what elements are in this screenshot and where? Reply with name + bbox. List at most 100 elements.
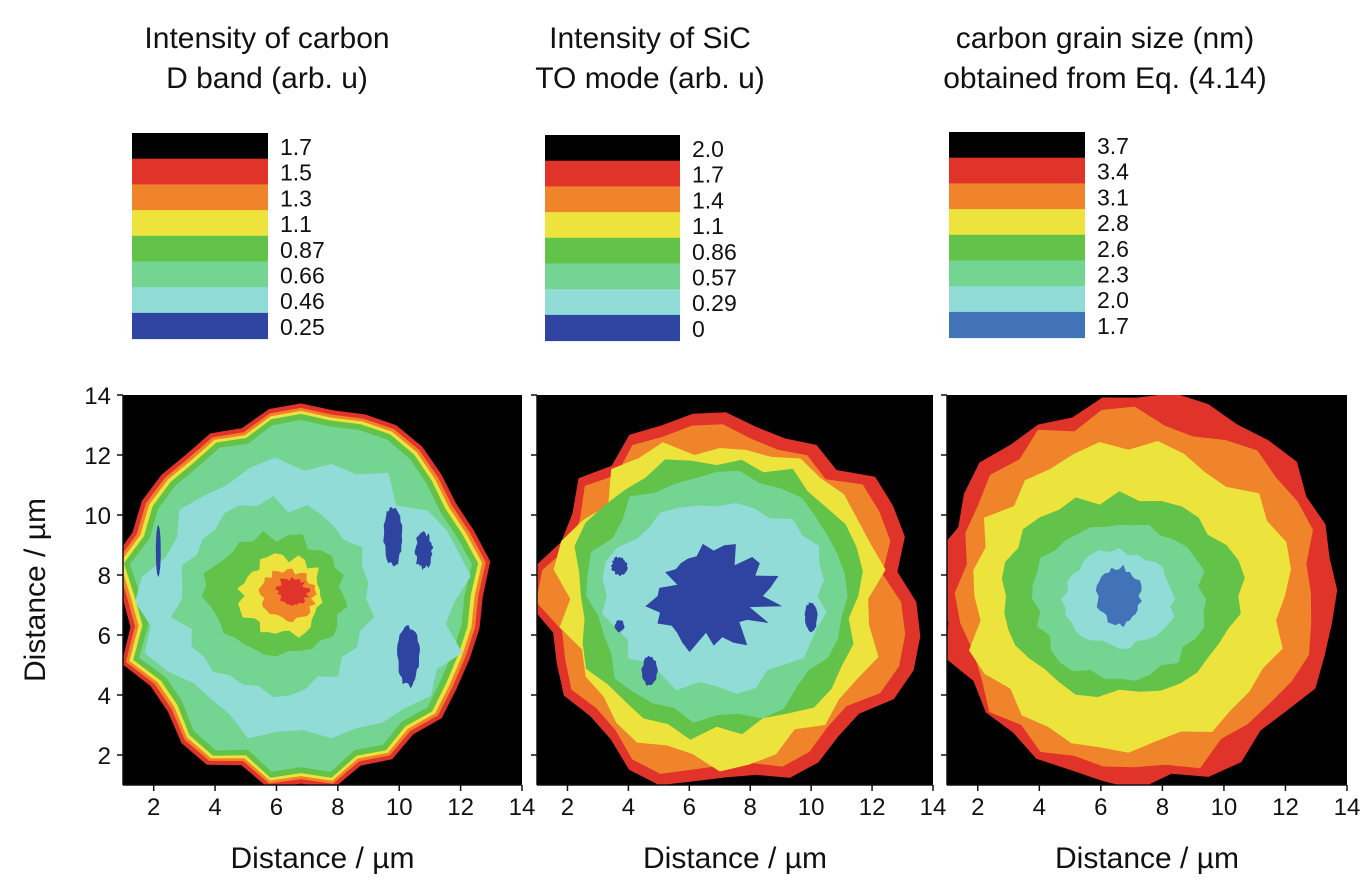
x-tick-label: 2 bbox=[971, 794, 984, 821]
colorbar-label: 1.7 bbox=[280, 134, 312, 160]
colorbar-label: 2.0 bbox=[1097, 287, 1129, 313]
plot-area bbox=[123, 395, 522, 785]
contour-level-1.7 bbox=[1095, 564, 1142, 628]
colorbar-label: 2.8 bbox=[1097, 210, 1129, 236]
contour-level-0 bbox=[804, 602, 818, 633]
colorbar-label: 3.1 bbox=[1097, 184, 1129, 210]
x-axis-label: Distance / µm bbox=[643, 842, 827, 875]
x-tick-label: 12 bbox=[859, 794, 886, 821]
colorbar-swatch bbox=[132, 235, 268, 262]
x-tick-label: 6 bbox=[1094, 794, 1107, 821]
colorbar-swatch bbox=[545, 160, 680, 187]
chart-title-line: TO mode (arb. u) bbox=[535, 62, 765, 95]
colorbar-label: 2.0 bbox=[692, 136, 724, 162]
contour-level-1.5 bbox=[275, 576, 311, 607]
panel-1: Intensity of carbon D band (arb. u) 1.71.5… bbox=[19, 22, 535, 875]
x-tick-label: 6 bbox=[270, 794, 283, 821]
colorbar-swatch bbox=[545, 186, 680, 213]
colorbar-label: 1.7 bbox=[1097, 313, 1129, 339]
contour-level-0 bbox=[641, 655, 658, 686]
x-tick-label: 10 bbox=[386, 794, 413, 821]
colorbar-label: 2.6 bbox=[1097, 236, 1129, 262]
colorbar-label: 0.46 bbox=[280, 288, 325, 314]
colorbar-label: 0 bbox=[692, 316, 705, 342]
y-tick-label: 12 bbox=[84, 443, 111, 470]
x-tick-label: 4 bbox=[208, 794, 221, 821]
x-tick-label: 12 bbox=[447, 794, 474, 821]
colorbar-swatch bbox=[545, 237, 680, 264]
panel-3: carbon grain size (nm) obtained from Eq. … bbox=[941, 22, 1361, 875]
plot-area bbox=[537, 395, 933, 785]
colorbar-label: 1.7 bbox=[692, 162, 724, 188]
colorbar-label: 0.66 bbox=[280, 263, 325, 289]
contour-level-0 bbox=[614, 619, 625, 633]
y-axis-label: Distance / µm bbox=[19, 498, 52, 682]
x-tick-label: 4 bbox=[622, 794, 635, 821]
x-tick-label: 10 bbox=[1211, 794, 1238, 821]
colorbar-label: 1.4 bbox=[692, 187, 724, 213]
colorbar-swatch bbox=[949, 157, 1085, 184]
contour-level-0 bbox=[645, 543, 783, 653]
colorbar-label: 0.87 bbox=[280, 237, 325, 263]
colorbar-swatch bbox=[132, 261, 268, 288]
x-tick-label: 8 bbox=[331, 794, 344, 821]
x-tick-label: 14 bbox=[920, 794, 947, 821]
chart-title-line: carbon grain size (nm) bbox=[956, 22, 1254, 55]
colorbar-swatch bbox=[949, 132, 1085, 159]
contour-level-0.25 bbox=[397, 624, 420, 689]
x-tick-label: 8 bbox=[1156, 794, 1169, 821]
colorbar-swatch bbox=[545, 135, 680, 162]
y-tick-label: 4 bbox=[98, 683, 111, 710]
colorbar-swatch bbox=[949, 260, 1085, 287]
x-tick-label: 14 bbox=[509, 794, 536, 821]
y-tick-label: 2 bbox=[98, 743, 111, 770]
x-axis-label: Distance / µm bbox=[231, 842, 415, 875]
colorbar-swatch bbox=[132, 312, 268, 340]
colorbar-swatch bbox=[132, 133, 268, 160]
colorbar-label: 1.1 bbox=[692, 213, 724, 239]
x-tick-label: 6 bbox=[683, 794, 696, 821]
y-tick-label: 6 bbox=[98, 623, 111, 650]
x-tick-label: 2 bbox=[561, 794, 574, 821]
x-tick-label: 14 bbox=[1334, 794, 1361, 821]
x-tick-label: 2 bbox=[147, 794, 160, 821]
colorbar-swatch bbox=[132, 184, 268, 211]
colorbar-swatch bbox=[132, 158, 268, 185]
contour-level-0 bbox=[610, 556, 628, 577]
colorbar-swatch bbox=[949, 311, 1085, 339]
colorbar-label: 2.3 bbox=[1097, 262, 1129, 288]
contour-level-0.25 bbox=[155, 525, 161, 577]
colorbar-label: 0.29 bbox=[692, 290, 737, 316]
x-tick-label: 10 bbox=[798, 794, 825, 821]
y-tick-label: 8 bbox=[98, 563, 111, 590]
colorbar-label: 3.4 bbox=[1097, 159, 1129, 185]
chart-title-line: obtained from Eq. (4.14) bbox=[943, 62, 1267, 95]
colorbar-swatch bbox=[132, 287, 268, 314]
colorbar-label: 1.3 bbox=[280, 185, 312, 211]
contour-level-0.25 bbox=[383, 507, 403, 567]
chart-title-line: D band (arb. u) bbox=[166, 62, 368, 95]
colorbar-label: 3.7 bbox=[1097, 133, 1129, 159]
colorbar-swatch bbox=[949, 209, 1085, 236]
colorbar-swatch bbox=[545, 212, 680, 239]
y-tick-label: 14 bbox=[84, 383, 111, 410]
plot-area bbox=[947, 395, 1347, 785]
x-tick-label: 4 bbox=[1033, 794, 1046, 821]
chart-title-line: Intensity of SiC bbox=[549, 22, 751, 55]
colorbar-swatch bbox=[949, 183, 1085, 210]
y-tick-label: 10 bbox=[84, 503, 111, 530]
colorbar-swatch bbox=[132, 210, 268, 237]
x-tick-label: 8 bbox=[744, 794, 757, 821]
colorbar-label: 0.25 bbox=[280, 314, 325, 340]
colorbar-swatch bbox=[545, 263, 680, 290]
contour-level-0.25 bbox=[414, 531, 434, 570]
chart-title-line: Intensity of carbon bbox=[144, 22, 389, 55]
colorbar-label: 1.1 bbox=[280, 211, 312, 237]
colorbar-swatch bbox=[545, 289, 680, 316]
colorbar-label: 0.57 bbox=[692, 265, 737, 291]
colorbar-swatch bbox=[949, 286, 1085, 313]
x-axis-label: Distance / µm bbox=[1055, 842, 1239, 875]
colorbar-swatch bbox=[545, 314, 680, 342]
